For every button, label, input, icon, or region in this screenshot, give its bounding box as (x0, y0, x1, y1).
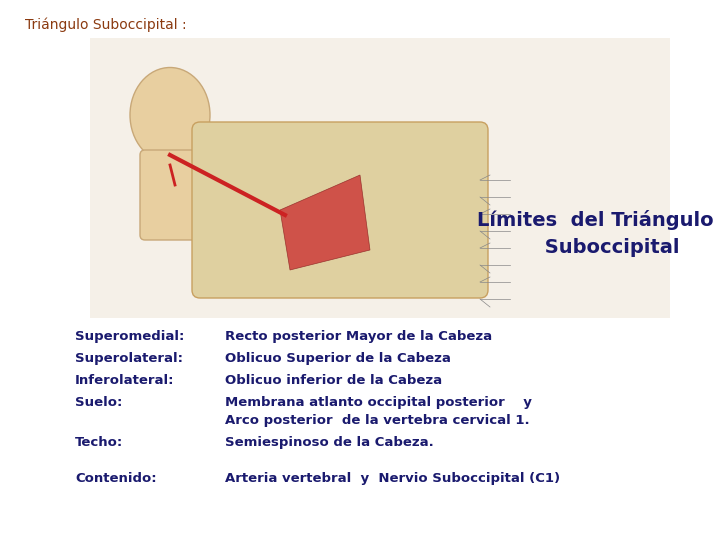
Text: Superomedial:: Superomedial: (75, 330, 184, 343)
Text: Oblicuo inferior de la Cabeza: Oblicuo inferior de la Cabeza (225, 374, 442, 387)
FancyBboxPatch shape (140, 150, 200, 240)
FancyBboxPatch shape (192, 122, 488, 298)
Text: Recto posterior Mayor de la Cabeza: Recto posterior Mayor de la Cabeza (225, 330, 492, 343)
Text: Triángulo Suboccipital :: Triángulo Suboccipital : (25, 18, 186, 32)
Text: Oblicuo Superior de la Cabeza: Oblicuo Superior de la Cabeza (225, 352, 451, 365)
Text: Suelo:: Suelo: (75, 396, 122, 409)
Text: Semiespinoso de la Cabeza.: Semiespinoso de la Cabeza. (225, 436, 433, 449)
Bar (90, 38, 670, 318)
Ellipse shape (130, 68, 210, 163)
Text: Superolateral:: Superolateral: (75, 352, 183, 365)
Polygon shape (280, 175, 370, 270)
Text: Inferolateral:: Inferolateral: (75, 374, 174, 387)
Text: Arteria vertebral  y  Nervio Suboccipital (C1): Arteria vertebral y Nervio Suboccipital … (225, 472, 560, 485)
Text: Límites  del Triángulo: Límites del Triángulo (477, 210, 714, 230)
Text: Techo:: Techo: (75, 436, 123, 449)
Text: Contenido:: Contenido: (75, 472, 157, 485)
Text: Suboccipital: Suboccipital (510, 238, 679, 257)
Text: Membrana atlanto occipital posterior    y
Arco posterior  de la vertebra cervica: Membrana atlanto occipital posterior y A… (225, 396, 532, 427)
